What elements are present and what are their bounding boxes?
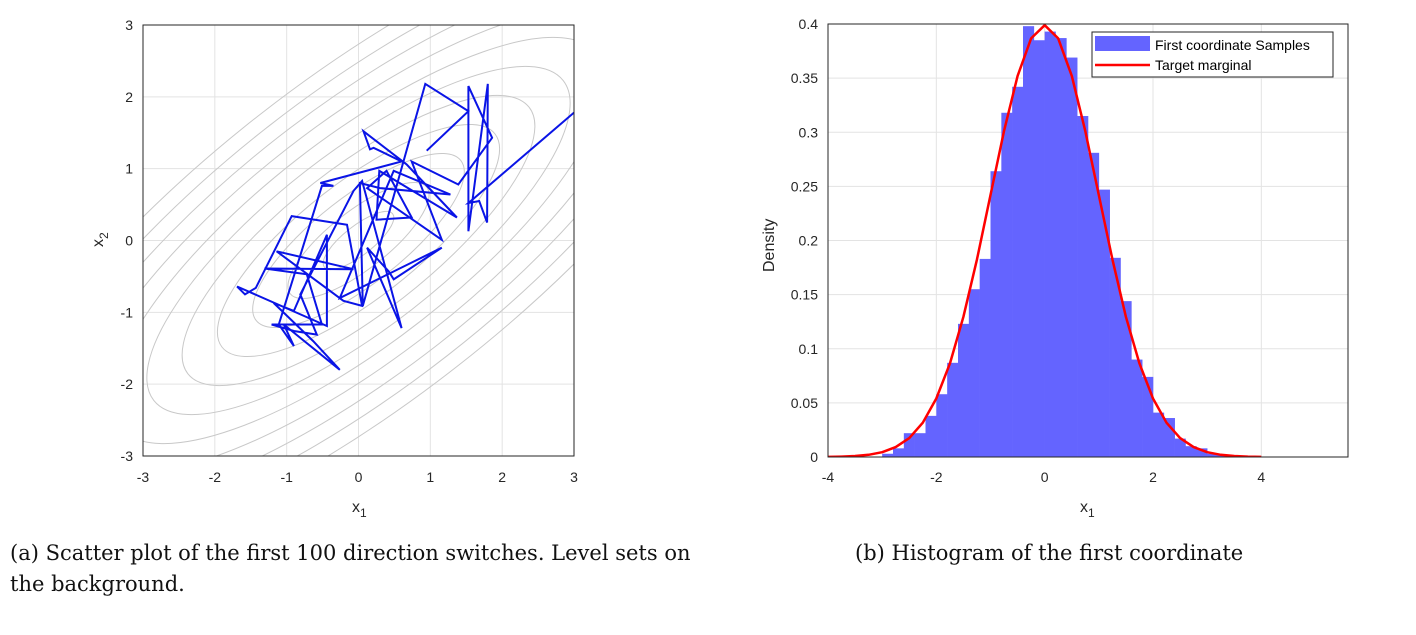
x-axis-label-main: x bbox=[352, 499, 360, 516]
y-tick-label: 0 bbox=[125, 233, 133, 249]
histogram-bar bbox=[1120, 301, 1132, 457]
y-tick-label: 0.4 bbox=[799, 16, 819, 32]
histogram-bar bbox=[1044, 31, 1056, 457]
histogram-bar bbox=[990, 171, 1002, 457]
y-tick-label: 0.25 bbox=[791, 178, 818, 194]
histogram-bar bbox=[1131, 359, 1143, 457]
histogram-bar bbox=[1012, 86, 1024, 457]
y-tick-label: 0.05 bbox=[791, 395, 818, 411]
contour-line bbox=[181, 94, 536, 387]
y-tick-label: 0.2 bbox=[799, 233, 819, 249]
y-tick-label: 0 bbox=[810, 449, 818, 465]
x-axis-label-sub: 1 bbox=[360, 506, 367, 520]
y-axis-label: x2 bbox=[90, 232, 111, 247]
contour-line bbox=[216, 123, 501, 358]
y-tick-label: 0.15 bbox=[791, 287, 818, 303]
histogram-bar bbox=[1066, 57, 1078, 458]
level-set-contours bbox=[143, 25, 574, 456]
y-axis-label: Density bbox=[761, 219, 778, 272]
y-tick-label: -1 bbox=[121, 304, 134, 320]
y-axis-label-main: x bbox=[90, 239, 107, 247]
histogram-bar bbox=[1163, 418, 1175, 457]
legend-patch-samples bbox=[1095, 36, 1150, 51]
contour-line bbox=[143, 25, 574, 456]
histogram-bar bbox=[1055, 38, 1067, 457]
histogram-bar bbox=[1077, 116, 1089, 457]
contour-line bbox=[146, 65, 571, 416]
histogram-bar bbox=[1033, 40, 1045, 458]
legend-label-target: Target marginal bbox=[1155, 57, 1252, 73]
x-axis-label: x1 bbox=[1080, 499, 1095, 520]
x-tick-label: 3 bbox=[570, 469, 578, 485]
histogram-bar bbox=[1001, 112, 1013, 457]
contour-line bbox=[143, 25, 574, 456]
histogram-bar bbox=[1098, 189, 1110, 457]
x-axis-label-main: x bbox=[1080, 499, 1088, 516]
histogram-bar bbox=[903, 433, 915, 457]
x-tick-label: -2 bbox=[209, 469, 222, 485]
x-tick-label: -3 bbox=[137, 469, 150, 485]
histogram-plot: -4 -2 0 2 4 0 0.05 0.1 0.15 0.2 0.25 0.3 0.35 0.4 Firs… bbox=[761, 16, 1349, 520]
legend-label-samples: First coordinate Samples bbox=[1155, 37, 1310, 53]
histogram-bar bbox=[1196, 448, 1208, 457]
histogram-bar bbox=[979, 258, 991, 457]
histogram-bar bbox=[968, 289, 980, 457]
x-tick-label: 2 bbox=[1149, 469, 1157, 485]
x-tick-label: -4 bbox=[822, 469, 835, 485]
histogram-bar bbox=[893, 448, 905, 457]
target-marginal-line bbox=[828, 24, 1262, 457]
axes-box bbox=[827, 23, 1349, 458]
x-tick-label: 4 bbox=[1257, 469, 1265, 485]
histogram-bar bbox=[914, 433, 926, 457]
x-axis-label-sub: 1 bbox=[1088, 506, 1095, 520]
x-tick-label: 0 bbox=[1041, 469, 1049, 485]
contour-line bbox=[143, 25, 574, 456]
histogram-bar bbox=[947, 362, 959, 457]
trajectory-line bbox=[236, 82, 574, 371]
histogram-bar bbox=[936, 394, 948, 457]
x-tick-label: 0 bbox=[355, 469, 363, 485]
contour-line bbox=[322, 210, 395, 271]
histogram-bar bbox=[1207, 453, 1219, 457]
histogram-bar bbox=[1109, 257, 1121, 457]
caption-a: (a) Scatter plot of the first 100 direct… bbox=[10, 541, 691, 596]
y-tick-label: 0.35 bbox=[791, 70, 818, 86]
histogram-bar bbox=[1142, 376, 1154, 457]
histogram-bar bbox=[1023, 26, 1035, 457]
y-tick-label: -2 bbox=[121, 376, 134, 392]
contour-line bbox=[143, 36, 574, 445]
y-tick-label: 2 bbox=[125, 89, 133, 105]
x-axis-label: x1 bbox=[352, 499, 367, 520]
histogram-bar bbox=[1088, 152, 1100, 457]
y-tick-label: 0.3 bbox=[799, 124, 819, 140]
histogram-bar bbox=[1153, 412, 1165, 457]
y-tick-label: -3 bbox=[121, 448, 134, 464]
histogram-bar bbox=[1185, 446, 1197, 457]
contour-line bbox=[143, 25, 574, 456]
x-tick-label: -2 bbox=[930, 469, 943, 485]
axes-box bbox=[142, 24, 575, 457]
x-tick-label: 1 bbox=[426, 469, 434, 485]
y-tick-label: 1 bbox=[125, 161, 133, 177]
x-tick-label: 2 bbox=[498, 469, 506, 485]
histogram-bar bbox=[1174, 438, 1186, 457]
histogram-bar bbox=[882, 453, 894, 457]
x-tick-label: -1 bbox=[280, 469, 293, 485]
legend: First coordinate Samples Target marginal bbox=[1091, 31, 1334, 78]
y-axis-label-sub: 2 bbox=[97, 232, 111, 239]
histogram-bar bbox=[958, 323, 970, 457]
caption-b: (b) Histogram of the first coordinate bbox=[855, 541, 1244, 565]
histogram-bar bbox=[925, 415, 937, 457]
y-tick-label: 0.1 bbox=[799, 341, 819, 357]
y-tick-label: 3 bbox=[125, 17, 133, 33]
